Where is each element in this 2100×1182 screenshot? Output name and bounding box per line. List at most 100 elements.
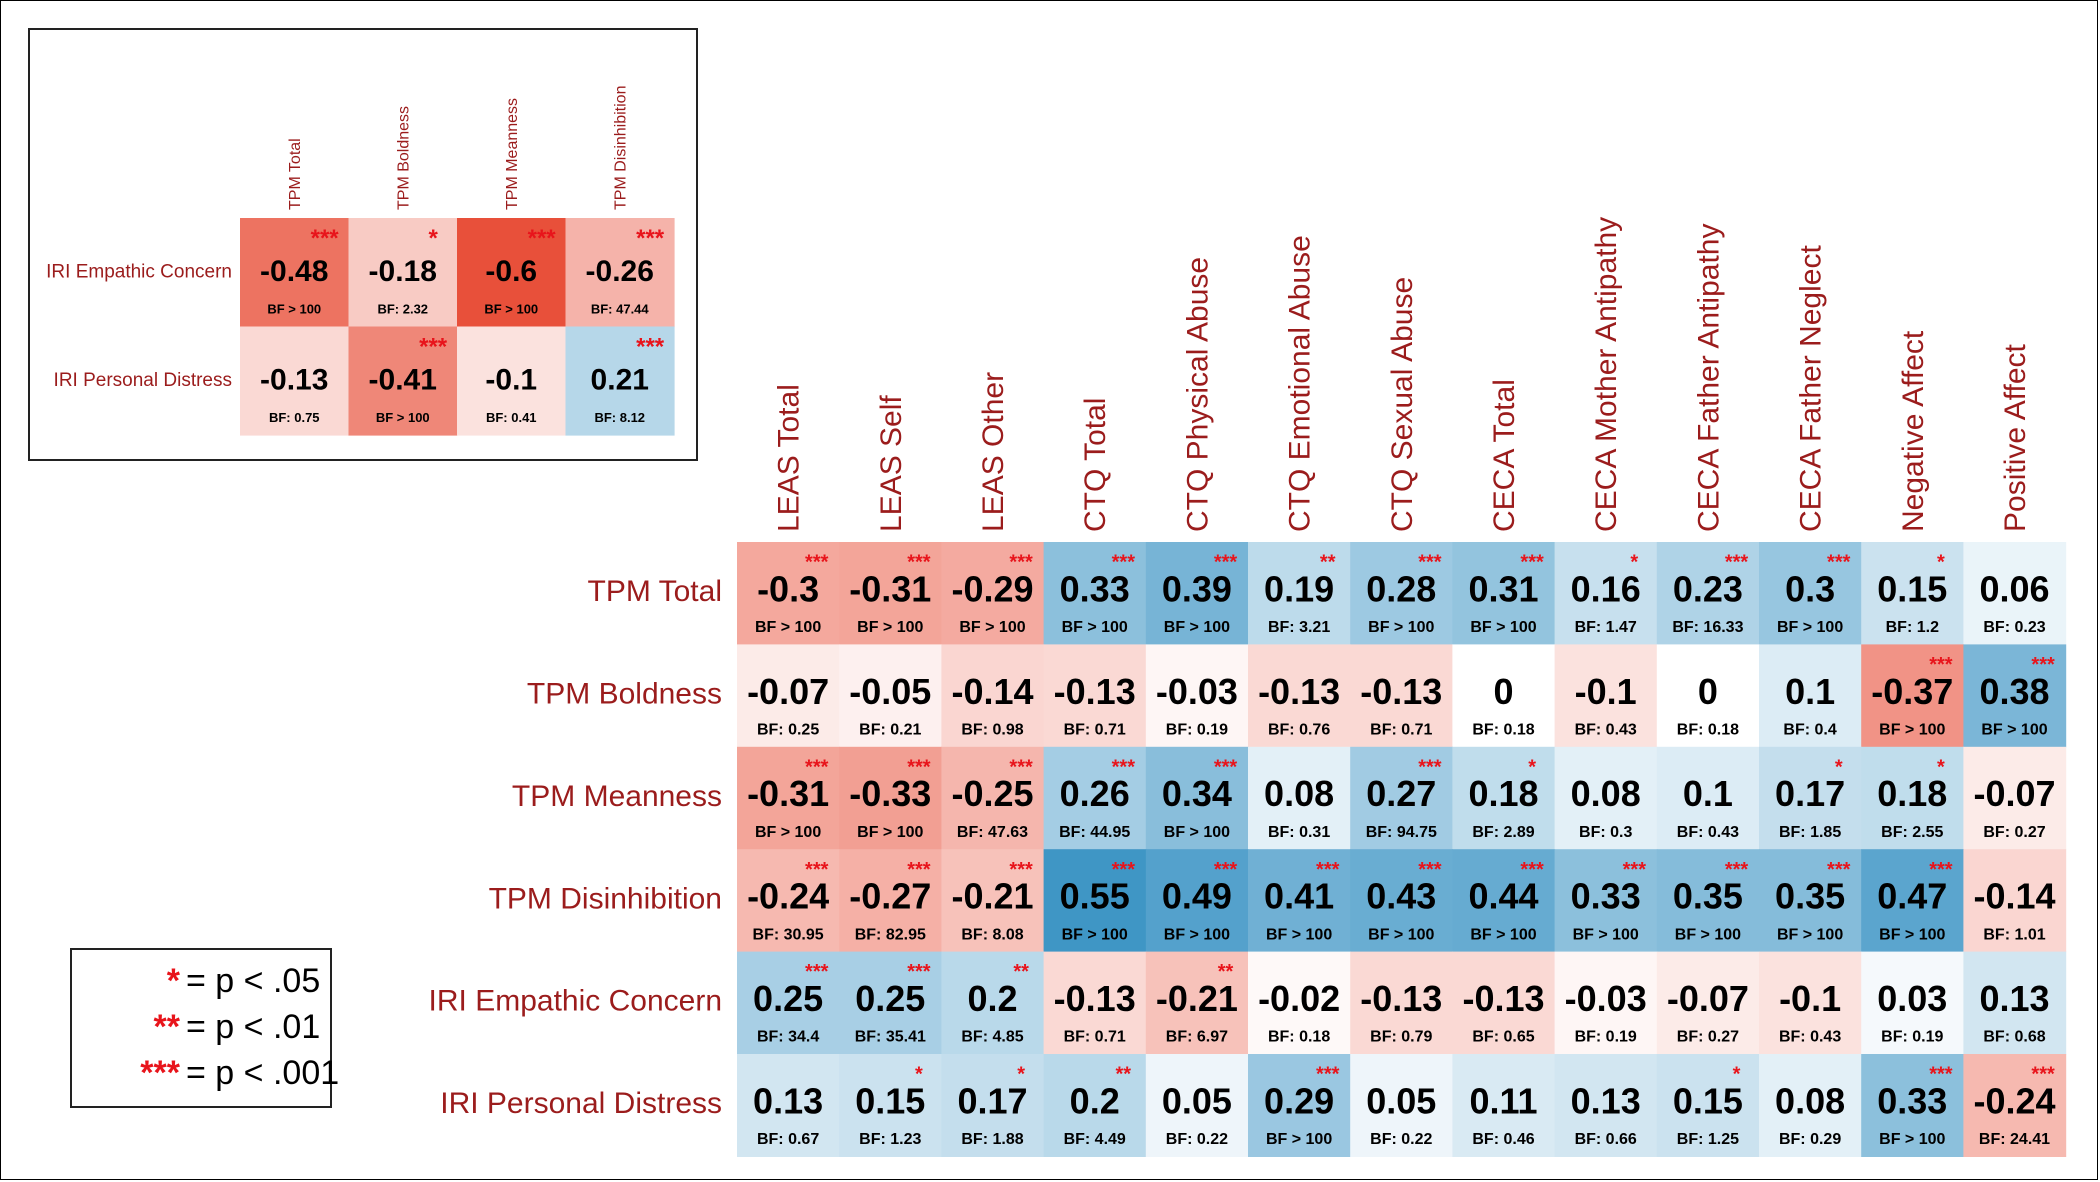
correlation-value: 0.33 — [1060, 568, 1130, 609]
bayes-factor-label: BF > 100 — [1164, 926, 1230, 943]
correlation-value: -0.1 — [485, 363, 537, 396]
heatmap-cell — [1452, 746, 1556, 850]
correlation-value: -0.14 — [1973, 876, 2055, 917]
heatmap-cell — [1656, 1054, 1760, 1157]
heatmap-cell — [1963, 849, 2067, 953]
significance-stars: ** — [1218, 961, 1234, 983]
heatmap-cell — [1656, 644, 1760, 748]
significance-stars: *** — [2031, 1064, 2055, 1086]
bayes-factor-label: BF: 0.43 — [1779, 1029, 1841, 1046]
heatmap-cell — [1350, 644, 1453, 748]
correlation-value: -0.29 — [951, 568, 1033, 609]
correlation-value: 0.08 — [1775, 1080, 1845, 1121]
correlation-value: 0.29 — [1264, 1080, 1334, 1121]
correlation-value: 0.35 — [1775, 876, 1845, 917]
bayes-factor-label: BF: 0.71 — [1064, 722, 1126, 739]
heatmap-cell — [737, 951, 840, 1055]
correlation-value: 0.1 — [1785, 671, 1835, 712]
bayes-factor-label: BF: 1.25 — [1677, 1131, 1739, 1148]
significance-stars: *** — [1725, 859, 1749, 881]
significance-stars: *** — [1214, 756, 1238, 778]
bayes-factor-label: BF: 1.2 — [1886, 619, 1939, 636]
heatmap-cell — [348, 326, 458, 436]
significance-stars: *** — [1929, 859, 1953, 881]
heatmap-cell — [1350, 1054, 1453, 1157]
heatmap-cell — [1043, 644, 1147, 748]
significance-stars: *** — [419, 334, 448, 361]
significance-stars: ** — [1013, 961, 1029, 983]
bayes-factor-label: BF: 0.3 — [1579, 824, 1632, 841]
correlation-value: 0.15 — [1877, 568, 1947, 609]
bayes-factor-label: BF: 0.65 — [1472, 1029, 1534, 1046]
inset-heatmap-frame — [28, 28, 698, 461]
correlation-value: -0.07 — [1667, 978, 1749, 1019]
significance-stars: *** — [1214, 552, 1238, 574]
significance-stars: *** — [1316, 859, 1340, 881]
heatmap-cell — [941, 849, 1045, 953]
heatmap-cell — [1759, 746, 1862, 850]
legend-text: = p < .01 — [186, 1008, 321, 1046]
bayes-factor-label: BF: 0.21 — [859, 722, 921, 739]
bayes-factor-label: BF: 0.46 — [1472, 1131, 1534, 1148]
correlation-value: 0.25 — [753, 978, 823, 1019]
correlation-value: 0 — [1493, 671, 1513, 712]
column-label: TPM Meanness — [504, 98, 521, 210]
heatmap-cell — [1963, 644, 2067, 748]
correlation-value: -0.13 — [1054, 978, 1136, 1019]
correlation-value: 0.19 — [1264, 568, 1334, 609]
heatmap-cell — [1554, 849, 1658, 953]
correlation-value: 0.03 — [1877, 978, 1947, 1019]
correlation-value: 0.21 — [591, 363, 649, 396]
heatmap-cell — [1554, 1054, 1658, 1157]
heatmap-cell — [1759, 849, 1862, 953]
significance-stars: *** — [1725, 552, 1749, 574]
bayes-factor-label: BF: 0.19 — [1881, 1029, 1943, 1046]
heatmap-cell — [839, 849, 942, 953]
column-label: TPM Boldness — [395, 106, 412, 210]
bayes-factor-label: BF: 1.47 — [1575, 619, 1637, 636]
bayes-factor-label: BF > 100 — [1879, 1131, 1945, 1148]
correlation-value: -0.21 — [951, 876, 1033, 917]
significance-stars: *** — [907, 552, 931, 574]
significance-stars: *** — [1623, 859, 1647, 881]
bayes-factor-label: BF > 100 — [755, 824, 821, 841]
significance-stars: *** — [1009, 859, 1033, 881]
heatmap-cell — [1452, 1054, 1556, 1157]
correlation-value: -0.13 — [260, 363, 328, 396]
correlation-value: 0.06 — [1979, 568, 2049, 609]
bayes-factor-label: BF > 100 — [267, 301, 321, 316]
column-label: CTQ Total — [1079, 398, 1112, 533]
heatmap-cell — [457, 218, 567, 328]
heatmap-cell — [457, 326, 567, 436]
bayes-factor-label: BF: 0.76 — [1268, 722, 1330, 739]
heatmap-cell — [1759, 951, 1862, 1055]
heatmap-cell — [941, 644, 1045, 748]
significance-stars: *** — [1827, 859, 1851, 881]
correlation-value: -0.14 — [951, 671, 1033, 712]
bayes-factor-label: BF: 2.89 — [1472, 824, 1534, 841]
bayes-factor-label: BF > 100 — [1368, 926, 1434, 943]
correlation-value: 0.17 — [957, 1080, 1027, 1121]
heatmap-cell — [839, 644, 942, 748]
correlation-value: 0.25 — [855, 978, 925, 1019]
row-label: TPM Meanness — [512, 780, 722, 813]
bayes-factor-label: BF: 4.49 — [1064, 1131, 1126, 1148]
correlation-value: -0.25 — [951, 773, 1033, 814]
bayes-factor-label: BF: 0.43 — [1677, 824, 1739, 841]
heatmap-cell — [1145, 849, 1249, 953]
column-label: LEAS Other — [977, 372, 1010, 532]
bayes-factor-label: BF: 16.33 — [1672, 619, 1743, 636]
heatmap-cell — [737, 849, 840, 953]
bayes-factor-label: BF: 0.19 — [1166, 722, 1228, 739]
bayes-factor-label: BF: 0.67 — [757, 1131, 819, 1148]
bayes-factor-label: BF: 0.27 — [1983, 824, 2045, 841]
correlation-value: -0.18 — [369, 255, 437, 288]
significance-stars: *** — [1418, 552, 1442, 574]
correlation-value: 0.39 — [1162, 568, 1232, 609]
bayes-factor-label: BF: 0.18 — [1268, 1029, 1330, 1046]
column-label: CECA Father Neglect — [1795, 245, 1828, 532]
significance-legend: * = p < .05 ** = p < .01 *** = p < .001 — [70, 948, 339, 1108]
heatmap-cell — [1452, 849, 1556, 953]
legend-stars: * — [166, 962, 180, 1000]
correlation-value: -0.07 — [1973, 773, 2055, 814]
